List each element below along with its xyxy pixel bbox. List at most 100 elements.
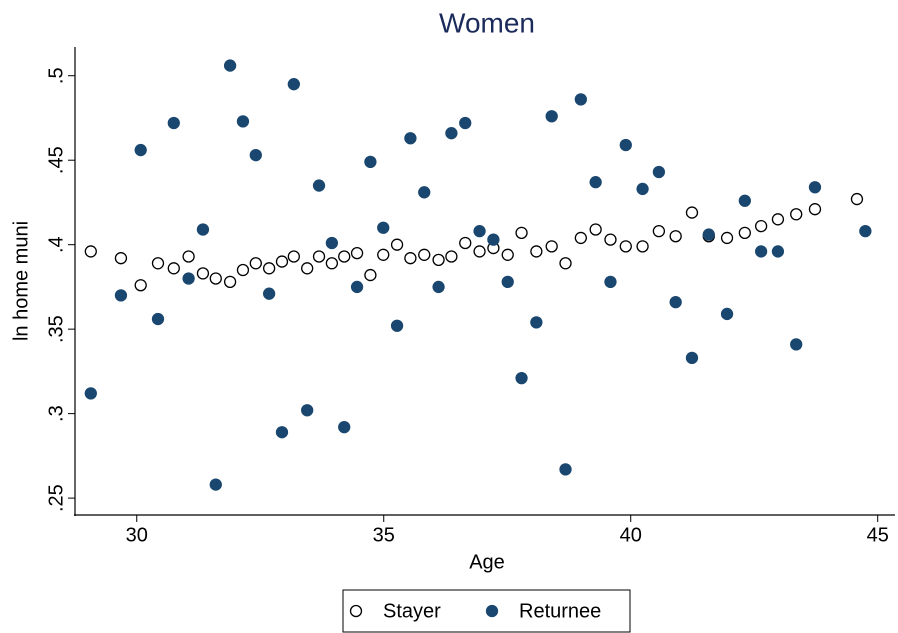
legend-marker <box>349 604 363 618</box>
point <box>545 110 558 123</box>
point <box>377 221 390 234</box>
point <box>669 230 682 243</box>
chart-title: Women <box>439 7 535 38</box>
point <box>604 233 617 246</box>
point <box>589 223 602 236</box>
point <box>114 289 128 302</box>
point <box>364 268 377 282</box>
point <box>418 248 431 261</box>
point <box>134 143 147 157</box>
point <box>515 226 528 239</box>
y-tick-label: .3 <box>45 405 67 422</box>
y-tick-label: .35 <box>45 315 67 343</box>
point <box>432 280 445 294</box>
point <box>151 257 165 270</box>
point <box>338 250 351 263</box>
point <box>236 115 250 128</box>
x-tick-label: 35 <box>373 524 395 546</box>
point <box>685 206 699 219</box>
point <box>850 192 864 206</box>
point <box>685 351 699 365</box>
y-tick-label: .45 <box>45 146 67 174</box>
point <box>236 263 250 277</box>
point <box>182 250 195 263</box>
point <box>182 272 195 285</box>
point <box>652 165 666 179</box>
x-tick-label: 40 <box>620 524 642 546</box>
point <box>301 404 314 417</box>
point <box>530 316 543 329</box>
point <box>167 116 180 130</box>
point <box>445 250 458 263</box>
point <box>754 219 768 233</box>
y-tick-label: .4 <box>45 236 67 253</box>
point <box>301 262 314 275</box>
point <box>473 225 486 238</box>
legend-marker <box>485 604 499 618</box>
point <box>720 307 734 321</box>
point <box>418 186 431 199</box>
point <box>275 255 289 268</box>
point <box>275 426 289 439</box>
x-axis-label: Age <box>469 551 505 573</box>
point <box>574 93 587 106</box>
point <box>771 213 785 226</box>
point <box>720 231 734 245</box>
point <box>209 272 222 285</box>
point <box>738 194 751 207</box>
point <box>559 463 572 476</box>
point <box>364 155 377 169</box>
point <box>473 245 486 258</box>
point <box>114 252 128 265</box>
point <box>223 275 237 288</box>
point <box>223 59 237 72</box>
point <box>808 203 822 216</box>
point <box>559 257 572 270</box>
point <box>432 253 445 267</box>
point <box>589 176 602 189</box>
point <box>515 371 528 385</box>
point <box>84 245 97 258</box>
point <box>636 240 649 253</box>
legend-label: Stayer <box>383 600 441 622</box>
point <box>249 257 262 270</box>
point <box>738 226 751 239</box>
point <box>338 420 351 434</box>
point <box>209 478 222 491</box>
point <box>312 179 326 192</box>
point <box>702 228 715 241</box>
point <box>619 240 632 253</box>
point <box>196 223 210 236</box>
point <box>859 225 872 238</box>
point <box>790 208 803 221</box>
point <box>652 225 666 238</box>
point <box>350 280 364 294</box>
point <box>487 233 500 246</box>
point <box>545 240 558 253</box>
point <box>574 231 587 245</box>
point <box>604 275 617 288</box>
point <box>404 132 417 145</box>
point <box>459 236 472 250</box>
point <box>771 245 785 258</box>
point <box>390 238 404 251</box>
point <box>790 338 803 351</box>
point <box>167 262 180 275</box>
point <box>619 138 632 152</box>
point <box>287 78 300 91</box>
point <box>151 312 165 326</box>
legend-label: Returnee <box>519 600 601 622</box>
point <box>445 127 458 140</box>
point <box>501 275 514 288</box>
point <box>262 262 276 275</box>
point <box>530 245 543 258</box>
point <box>404 252 417 265</box>
point <box>325 236 339 250</box>
y-tick-label: .5 <box>45 67 67 84</box>
point <box>249 148 262 162</box>
y-axis-label: ln home muni <box>10 221 32 341</box>
point <box>808 181 822 194</box>
x-tick-label: 30 <box>126 524 148 546</box>
point <box>262 287 276 300</box>
